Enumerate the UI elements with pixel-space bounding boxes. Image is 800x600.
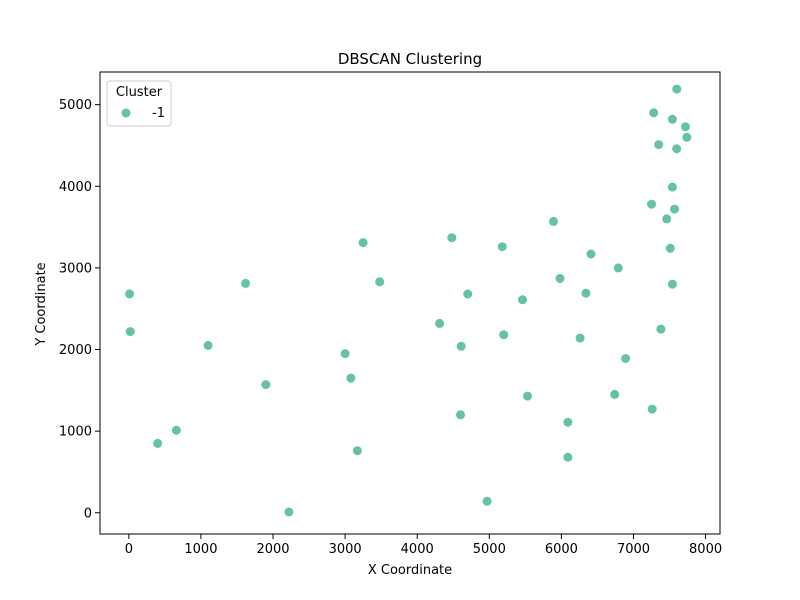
legend-entry-label: -1 [152,106,165,121]
data-point [261,380,271,390]
y-axis-label: Y Coordinate [34,262,49,346]
plot-area [99,71,721,535]
data-point [586,249,596,259]
data-point [284,507,294,517]
data-point [447,233,457,243]
data-point [241,278,251,288]
data-point [667,114,677,124]
data-point [662,214,672,224]
data-point [575,333,585,343]
x-tick-label: 7000 [617,542,650,557]
data-point [125,289,135,299]
data-point [153,438,163,448]
data-point [340,349,350,359]
data-point [654,140,664,150]
data-point [680,122,690,132]
x-tick-label: 2000 [256,542,289,557]
data-point [670,204,680,214]
y-tick-label: 1000 [59,425,92,440]
data-point [463,289,473,299]
legend-marker [121,108,131,118]
data-point [667,182,677,192]
x-tick-label: 0 [125,542,133,557]
y-tick-label: 2000 [59,343,92,358]
data-point [581,288,591,298]
y-tick-label: 4000 [59,180,92,195]
x-tick-label: 3000 [329,542,362,557]
legend-title: Cluster [116,85,163,100]
data-point [497,242,507,252]
data-point [647,404,657,414]
data-point [482,496,492,506]
data-point [435,318,445,328]
y-tick-label: 0 [84,506,92,521]
data-point [667,279,677,289]
chart-title: DBSCAN Clustering [338,50,482,68]
data-point [549,216,558,226]
data-point [665,243,675,253]
data-point [621,354,631,363]
data-point [203,340,213,350]
x-tick-label: 6000 [545,542,578,557]
y-tick-label: 3000 [59,261,92,276]
data-point [346,373,356,383]
data-point [649,108,659,118]
data-point [555,274,565,283]
x-tick-label: 1000 [184,542,217,557]
x-tick-label: 5000 [473,542,506,557]
data-point [563,452,573,462]
x-tick-label: 4000 [401,542,434,557]
data-point [656,324,666,334]
y-tick-label: 5000 [59,98,92,113]
data-point [456,341,466,351]
data-point [682,132,692,142]
axes-frame [99,71,721,535]
data-point [125,327,135,337]
data-point [518,295,527,305]
data-point [610,389,620,399]
data-point [563,417,573,427]
data-point [647,199,656,209]
data-point [523,391,532,401]
x-tick-label: 8000 [689,542,722,557]
data-point [456,410,465,420]
data-point [358,238,368,248]
data-point [171,425,181,435]
data-point [672,144,682,154]
data-point [613,263,623,273]
legend: Cluster -1 [106,80,172,127]
x-axis-label: X Coordinate [368,563,452,578]
data-point [352,446,362,456]
axis-ticks: 0 1000 2000 3000 4000 5000 6000 7000 8000 0 1000 20… [59,98,722,557]
data-point [499,330,509,340]
data-point [375,277,385,287]
data-point [672,84,682,94]
